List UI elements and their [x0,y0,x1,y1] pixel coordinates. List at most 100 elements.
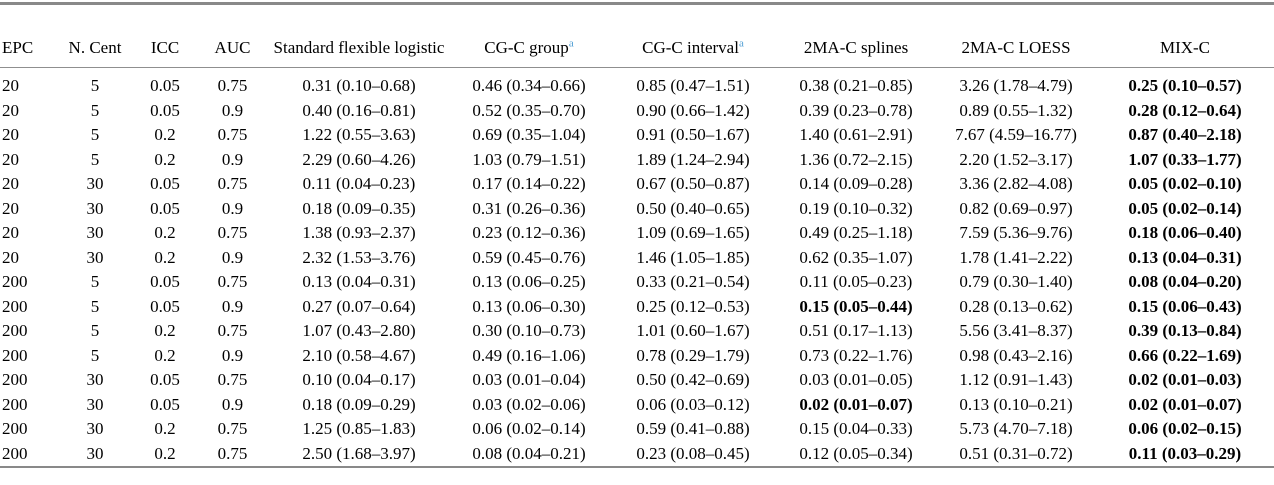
table-cell: 30 [86,419,104,438]
table-cell: 5 [90,125,100,144]
table-cell: 0.19 (0.10–0.32) [799,198,913,218]
table-cell: 0.49 (0.16–1.06) [472,345,586,365]
table-cell: 3.36 (2.82–4.08) [959,174,1073,193]
table-cell: 5 [90,149,100,169]
table-cell: 0.2 [154,149,176,169]
table-cell: 0.18 (0.09–0.29) [302,394,416,414]
table-cell: 1.12 (0.91–1.43) [959,370,1073,389]
table-cell: 0.38 (0.21–0.85) [799,76,913,95]
column-header-label: N. Cent [68,37,122,57]
table-cell: 0.2 [154,125,176,144]
table-row: 20 5 0.05 0.9 0.40 (0.16–0.81) 0.52 (0.35–0.7… [0,99,1274,124]
table-cell: 0.05 [150,76,180,95]
column-header-label: MIX-C [1159,37,1211,57]
table-cell: 0.08 (0.04–0.21) [472,443,586,463]
table-cell: 7.67 (4.59–16.77) [955,125,1077,144]
table-cell: 1.07 (0.33–1.77) [1128,149,1242,169]
table-cell: 5.56 (3.41–8.37) [959,321,1073,340]
table-cell: 200 [2,394,28,414]
table-cell: 20 [2,125,19,144]
table-cell: 1.46 (1.05–1.85) [636,247,750,267]
table-cell: 1.03 (0.79–1.51) [472,149,586,169]
table-cell: 0.06 (0.02–0.14) [472,419,586,438]
table-body: 20 5 0.05 0.75 0.31 (0.10–0.68) 0.46 (0.34–0.… [0,68,1274,468]
table-cell: 0.51 (0.31–0.72) [959,443,1073,463]
table-cell: 0.78 (0.29–1.79) [636,345,750,365]
table-row: 20 30 0.2 0.75 1.38 (0.93–2.37) 0.23 (0.12–0.… [0,221,1274,246]
table-cell: 0.2 [154,443,176,463]
table-cell: 30 [86,174,104,193]
table-cell: 0.14 (0.09–0.28) [799,174,913,193]
table-cell: 0.9 [221,345,244,365]
table-cell: 30 [86,198,104,218]
table-cell: 1.38 (0.93–2.37) [302,223,416,242]
table-cell: 20 [2,100,19,120]
table-cell: 1.07 (0.43–2.80) [302,321,416,340]
table-cell: 30 [86,247,104,267]
table-cell: 0.27 (0.07–0.64) [302,296,416,316]
table-cell: 0.06 (0.02–0.15) [1128,419,1242,438]
table-cell: 0.13 (0.04–0.31) [1128,247,1242,267]
column-header: CG-C groupa [448,3,610,68]
table-cell: 0.9 [221,247,244,267]
table-cell: 0.05 [150,394,180,414]
table-cell: 5 [90,296,100,316]
table-cell: 1.89 (1.24–2.94) [636,149,750,169]
table-cell: 0.30 (0.10–0.73) [472,321,586,340]
table-cell: 0.69 (0.35–1.04) [472,125,586,144]
column-header-label: AUC [214,37,251,57]
table-cell: 5 [90,345,100,365]
table-cell: 0.40 (0.16–0.81) [302,100,416,120]
table-cell: 0.59 (0.45–0.76) [472,247,586,267]
table-cell: 0.2 [154,345,176,365]
table-cell: 0.05 [150,100,180,120]
table-cell: 1.78 (1.41–2.22) [959,247,1073,267]
table-cell: 0.11 (0.04–0.23) [302,174,416,193]
table-cell: 0.52 (0.35–0.70) [472,100,586,120]
table-cell: 200 [2,296,28,316]
table-cell: 0.9 [221,394,244,414]
table-cell: 0.75 [217,223,248,242]
table-cell: 30 [86,394,104,414]
table-cell: 0.28 (0.13–0.62) [959,296,1073,316]
table-cell: 2.20 (1.52–3.17) [959,149,1073,169]
table-row: 20 5 0.2 0.75 1.22 (0.55–3.63) 0.69 (0.35–1.0… [0,123,1274,148]
table-row: 200 5 0.2 0.9 2.10 (0.58–4.67) 0.49 (0.16–1.0… [0,344,1274,369]
table-cell: 0.50 (0.40–0.65) [636,198,750,218]
column-header-label: Standard flexible logistic [273,37,445,57]
table-cell: 0.08 (0.04–0.20) [1128,272,1242,291]
table-cell: 20 [2,149,19,169]
column-header: ICC [135,3,195,68]
column-header: 2MA-C LOESS [936,3,1096,68]
table-cell: 200 [2,370,28,389]
table-cell: 200 [2,443,28,463]
table-cell: 0.15 (0.05–0.44) [799,296,913,316]
table-cell: 1.36 (0.72–2.15) [799,149,913,169]
table-cell: 0.85 (0.47–1.51) [636,76,750,95]
table-cell: 0.03 (0.01–0.05) [799,370,913,389]
column-header-label: ICC [150,37,180,57]
table-cell: 0.33 (0.21–0.54) [636,272,750,291]
table-cell: 0.23 (0.08–0.45) [636,443,750,463]
table-cell: 5 [90,100,100,120]
table-cell: 3.26 (1.78–4.79) [959,76,1073,95]
table-cell: 200 [2,419,28,438]
table-cell: 2.32 (1.53–3.76) [302,247,416,267]
column-header: AUC [195,3,270,68]
table-cell: 2.10 (0.58–4.67) [302,345,416,365]
table-cell: 0.75 [217,76,248,95]
table-cell: 0.12 (0.05–0.34) [799,443,913,463]
table-cell: 0.39 (0.13–0.84) [1128,321,1242,340]
table-row: 200 30 0.05 0.9 0.18 (0.09–0.29) 0.03 (0.02–0… [0,393,1274,418]
column-header: EPC [0,3,55,68]
table-cell: 0.9 [221,198,244,218]
table-cell: 0.49 (0.25–1.18) [799,223,913,242]
table-cell: 0.13 (0.04–0.31) [302,272,416,291]
table-cell: 0.13 (0.06–0.25) [472,272,586,291]
table-cell: 0.13 (0.10–0.21) [959,394,1073,414]
table-cell: 0.31 (0.26–0.36) [472,198,586,218]
table-cell: 0.31 (0.10–0.68) [302,76,416,95]
table-cell: 0.79 (0.30–1.40) [959,272,1073,291]
table-cell: 0.05 (0.02–0.10) [1128,174,1242,193]
